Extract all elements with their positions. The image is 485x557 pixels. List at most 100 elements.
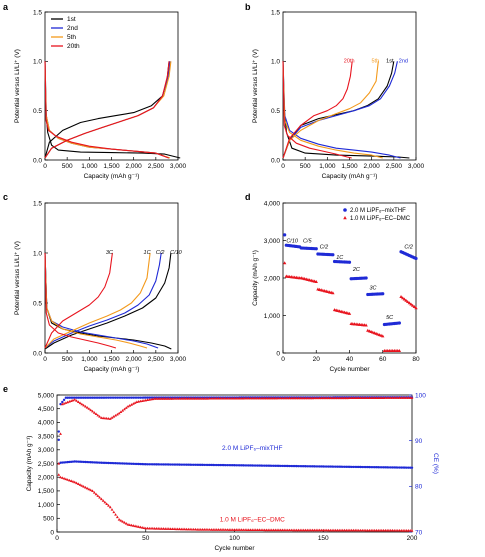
data-point [238,396,242,400]
data-point [155,397,158,400]
data-point [352,465,355,469]
data-point [199,528,203,531]
data-point [94,492,98,496]
rate-label: C/10 [286,238,299,244]
data-point [178,527,181,531]
data-point [176,463,179,466]
data-point [282,528,286,532]
data-point [75,460,78,463]
y-right-tick-label: 100 [415,392,426,399]
data-point [210,396,213,400]
y-tick-label: 4,000 [264,200,281,207]
data-point [192,397,196,400]
data-point [105,461,108,465]
data-point [277,464,281,468]
data-point [101,461,105,465]
data-point [263,464,266,467]
series-5th-discharge [282,61,383,159]
data-point [254,464,257,467]
data-point [92,491,96,494]
x-axis-label: Cycle number [214,545,255,552]
data-point [183,463,186,466]
data-point [195,397,199,400]
data-point [110,461,114,465]
data-point [409,302,413,306]
data-point [338,465,341,468]
panel-letter-e: e [3,384,8,394]
data-point [389,466,392,469]
x-tick-label: 2,500 [148,356,165,363]
data-point [323,465,327,468]
data-point [229,396,233,400]
series-20th-discharge [282,61,352,159]
data-point [222,463,226,467]
y-axis-label: Potential versus Li/Li⁺ (V) [14,241,21,315]
plot-frame [282,11,417,161]
data-point [389,396,393,399]
data-point [162,463,165,466]
data-point [265,528,268,532]
data-point [366,396,370,399]
data-point [368,465,371,469]
data-point [231,464,234,467]
y-tick-label: 0.5 [271,108,280,115]
data-point [325,396,329,400]
data-point [126,462,130,465]
data-point [115,515,119,519]
data-point [343,528,346,532]
data-point [304,465,307,468]
x-tick-label: 500 [62,356,73,363]
data-point [76,400,80,403]
data-point [141,462,144,466]
data-point [409,466,412,469]
data-point [215,396,219,400]
data-point [397,321,401,325]
data-point [284,396,288,400]
data-point [359,396,362,400]
panel-letter-d: d [245,192,251,202]
data-point [188,527,192,531]
data-point [121,520,125,523]
data-point [283,464,286,468]
data-point [348,396,352,400]
data-point [403,396,407,399]
data-point [119,396,123,399]
data-point [275,396,279,400]
data-point [385,466,389,469]
x-tick-label: 60 [379,356,387,363]
data-point [139,396,142,399]
data-point [109,396,112,399]
data-point [218,396,222,400]
data-point [80,402,84,406]
data-point [273,528,277,532]
data-point [327,396,330,400]
data-point [397,348,402,353]
data-point [158,463,162,466]
y-tick-label: 0.0 [33,350,42,357]
data-point [149,396,153,399]
data-point [204,528,208,531]
panel-a: a 0 500 1,000 1,500 2,000 2,500 3,000 0.0 0.5 1.0 1… [3,2,187,180]
data-point [73,398,77,401]
y-tick-label: 1.5 [271,9,280,16]
data-point [389,528,393,532]
data-point [174,397,178,400]
data-point [368,396,371,399]
data-point [364,528,368,532]
data-point [346,465,350,469]
data-point [247,464,250,467]
data-point [272,464,275,467]
data-point [103,416,107,420]
data-point [130,396,133,399]
data-point [398,396,401,399]
data-point [73,396,76,399]
data-point [70,460,73,464]
data-point [309,465,313,468]
data-point [347,260,352,264]
data-point [171,463,174,466]
data-point [240,396,243,400]
data-point [156,527,160,530]
data-point [132,396,135,399]
data-point [330,396,334,400]
data-point [322,465,325,468]
